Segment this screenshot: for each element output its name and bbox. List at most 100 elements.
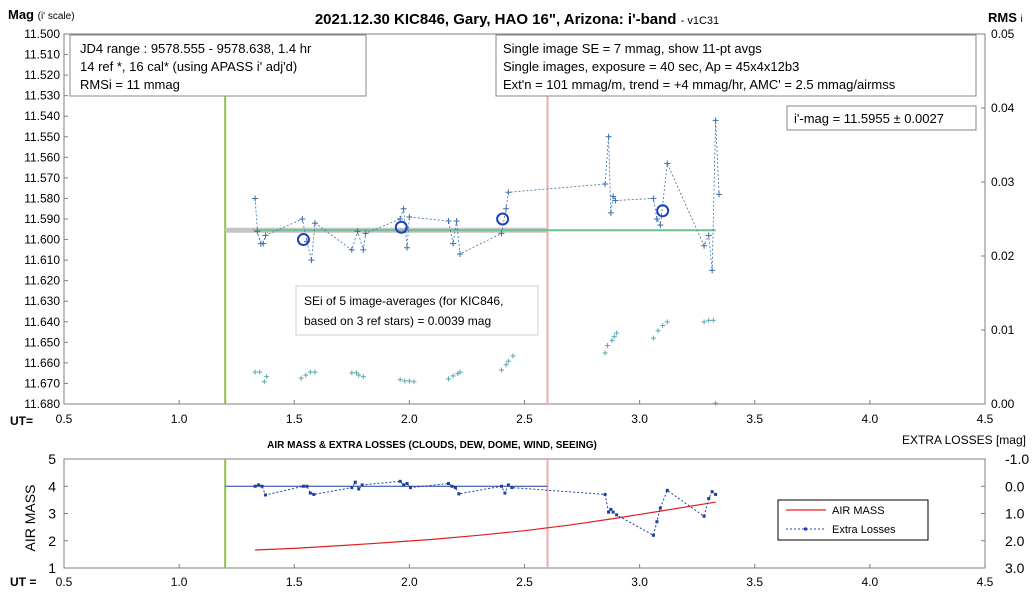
magnitude-point xyxy=(605,133,612,140)
lower-y2-tick-label: 2.0 xyxy=(1005,533,1025,549)
x-tick-label: 0.5 xyxy=(56,412,73,426)
magnitude-point xyxy=(404,244,411,251)
extra-losses-point xyxy=(609,507,613,511)
rms-point xyxy=(701,319,707,325)
magnitude-point xyxy=(612,197,619,204)
x-tick-label: 3.5 xyxy=(746,412,763,426)
magnitude-point xyxy=(308,257,315,264)
annotation-right-line-3: Ext'n = 101 mmag/m, trend = +4 mmag/hr, … xyxy=(503,77,896,92)
main-y-axis-label: Mag (i' scale) xyxy=(8,7,75,22)
magnitude-point xyxy=(450,240,457,247)
y-tick-label: 11.620 xyxy=(24,274,60,288)
lower-x-tick-label: 1.0 xyxy=(171,575,188,589)
extra-losses-point xyxy=(707,497,711,501)
rms-point xyxy=(312,369,318,375)
lower-x-tick-label: 2.5 xyxy=(516,575,533,589)
magnitude-point xyxy=(709,267,716,274)
y-tick-label: 11.550 xyxy=(24,130,60,144)
rms-point xyxy=(655,328,661,334)
x-tick-label: 4.5 xyxy=(977,412,994,426)
magnitude-point xyxy=(360,246,367,253)
y-tick-label: 11.680 xyxy=(24,397,60,411)
air-mass-line xyxy=(255,501,716,551)
rms-point xyxy=(611,334,617,340)
rms-point xyxy=(503,362,509,368)
extra-losses-line xyxy=(254,480,716,537)
extra-losses-point xyxy=(615,513,619,517)
magnitude-point xyxy=(664,160,671,167)
y2-tick-label: 0.00 xyxy=(991,397,1015,411)
lower-y-tick-label: 1 xyxy=(48,560,56,576)
x-tick-label: 3.0 xyxy=(631,412,648,426)
magnitude-point xyxy=(705,232,712,239)
extra-losses-point xyxy=(350,486,354,490)
lower-title: AIR MASS & EXTRA LOSSES (CLOUDS, DEW, DO… xyxy=(267,440,597,451)
x-tick-label: 1.5 xyxy=(286,412,303,426)
magnitude-point xyxy=(505,189,512,196)
lower-y2-tick-label: 0.0 xyxy=(1005,478,1025,494)
magnitude-point xyxy=(701,242,708,249)
extra-losses-point xyxy=(257,483,261,487)
y2-tick-label: 0.04 xyxy=(991,101,1015,115)
magnitude-series-line xyxy=(254,120,720,271)
main-version: - v1C31 xyxy=(681,15,720,27)
rms-point xyxy=(660,323,666,329)
y-tick-label: 11.610 xyxy=(24,253,60,267)
extra-losses-point xyxy=(710,490,714,494)
extra-losses-point xyxy=(353,480,357,484)
lower-x-tick-label: 0.5 xyxy=(56,575,73,589)
magnitude-point xyxy=(653,216,660,222)
extra-losses-point xyxy=(260,484,264,488)
extra-losses-point xyxy=(603,492,607,496)
image-average-point xyxy=(394,220,408,234)
y-tick-label: 11.530 xyxy=(24,89,60,103)
annotation-left-line-3: RMSi = 11 mmag xyxy=(80,77,180,92)
extra-losses-point xyxy=(457,492,461,496)
y-tick-label: 11.520 xyxy=(24,68,60,82)
rms-point xyxy=(257,369,263,375)
magnitude-point xyxy=(610,193,617,200)
rms-point xyxy=(609,337,615,343)
magnitude-point xyxy=(650,195,657,202)
magnitude-point xyxy=(457,250,464,257)
main-x-axis-label: UT= xyxy=(10,414,33,428)
rms-point xyxy=(664,319,670,325)
extra-losses-point xyxy=(301,484,305,488)
image-average-point xyxy=(496,212,510,226)
rms-point xyxy=(446,376,452,382)
rms-point xyxy=(650,335,656,341)
y-tick-label: 11.500 xyxy=(24,27,60,41)
rms-point xyxy=(710,317,716,323)
magnitude-point xyxy=(311,220,318,227)
annotation-box-sei: SEi of 5 image-averages (for KIC846, bas… xyxy=(295,285,539,336)
y2-tick-label: 0.01 xyxy=(991,323,1015,337)
magnitude-point xyxy=(498,230,505,237)
extra-losses-point xyxy=(308,491,312,495)
extra-losses-point xyxy=(655,520,659,524)
magnitude-point xyxy=(400,205,407,212)
magnitude-point xyxy=(260,240,267,247)
magnitude-point xyxy=(657,222,664,229)
extra-losses-point xyxy=(510,486,514,490)
y-tick-label: 11.560 xyxy=(24,150,60,164)
rms-point xyxy=(457,369,463,375)
magnitude-point xyxy=(716,191,723,198)
extra-losses-point xyxy=(253,484,257,488)
extra-losses-point xyxy=(312,492,316,496)
extra-losses-point xyxy=(702,514,706,518)
lower-y2-tick-label: 3.0 xyxy=(1005,560,1025,576)
extra-losses-point xyxy=(305,484,309,488)
main-y2-axis-label: RMS i xyxy=(988,10,1023,25)
lower-y-tick-label: 2 xyxy=(48,533,56,549)
y-tick-label: 11.630 xyxy=(24,294,60,308)
lower-x-tick-label: 4.0 xyxy=(862,575,879,589)
rms-point xyxy=(505,358,511,364)
annotation-box-right: Single image SE = 7 mmag, show 11-pt avg… xyxy=(495,34,977,97)
lower-y2-tick-label: 1.0 xyxy=(1005,506,1025,522)
x-tick-label: 2.0 xyxy=(401,412,418,426)
rms-point xyxy=(397,377,403,383)
magnitude-point xyxy=(445,218,452,225)
annotation-mag-text: i'-mag = 11.5955 ± 0.0027 xyxy=(794,111,944,126)
extra-losses-point xyxy=(453,486,457,490)
